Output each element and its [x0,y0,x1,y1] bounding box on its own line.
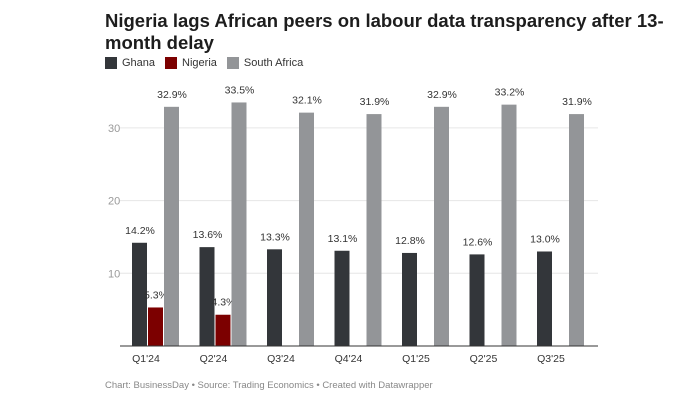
data-label: 13.3% [260,231,290,243]
chart-title: Nigeria lags African peers on labour dat… [105,10,664,53]
data-label: 32.1% [292,95,322,107]
bar-ghana [402,252,417,346]
bar-ghana [334,250,350,346]
data-label: 33.2% [495,87,525,99]
bar-ghana [469,254,485,346]
bar-south-africa [569,114,584,346]
legend-swatch-ghana [105,57,117,69]
data-label: 14.2% [125,225,155,237]
footer-credit: Chart: BusinessDay • Source: Trading Eco… [105,380,433,391]
bar-south-africa [501,104,517,346]
legend-item-nigeria: Nigeria [165,57,217,69]
legend-label: Nigeria [182,57,217,69]
x-tick-label: Q2'24 [200,353,228,365]
bar-south-africa [366,114,382,346]
data-label: 13.1% [328,233,358,245]
legend-swatch-nigeria [165,57,178,69]
data-label: 13.0% [530,233,560,245]
data-label: 33.5% [225,84,255,96]
bar-ghana [199,247,215,346]
bar-nigeria [148,307,163,346]
x-tick-label: Q1'24 [132,353,160,365]
bar-south-africa [231,102,247,346]
x-tick-label: Q4'24 [335,353,363,365]
legend: Ghana Nigeria South Africa [105,57,303,69]
bar-nigeria [215,314,231,346]
legend-label: Ghana [122,57,156,69]
legend-item-south-africa: South Africa [226,57,304,69]
data-label: 32.9% [157,89,187,101]
bar-south-africa [434,106,449,346]
data-label: 12.6% [463,236,493,248]
bar-south-africa [164,106,179,346]
y-tick-label: 20 [108,196,120,208]
x-tick-label: Q2'25 [470,353,498,365]
x-tick-label: Q1'25 [402,353,430,365]
data-label: 12.8% [395,235,425,247]
legend-swatch-south-africa [226,57,239,69]
data-label: 5.3% [144,289,168,301]
y-tick-label: 30 [108,123,120,135]
bar-ghana [537,251,552,346]
bar-south-africa [299,112,314,347]
bar-ghana [267,249,282,346]
data-label: 4.3% [212,297,236,309]
legend-item-ghana: Ghana [105,57,155,69]
data-label: 31.9% [360,96,390,108]
x-tick-label: Q3'25 [537,353,565,365]
data-label: 13.6% [193,229,223,241]
legend-label: South Africa [243,57,304,69]
x-tick-label: Q3'24 [267,353,295,365]
bar-ghana [132,242,147,346]
data-label: 31.9% [562,96,592,108]
y-tick-label: 10 [108,268,120,280]
data-label: 32.9% [427,89,457,101]
